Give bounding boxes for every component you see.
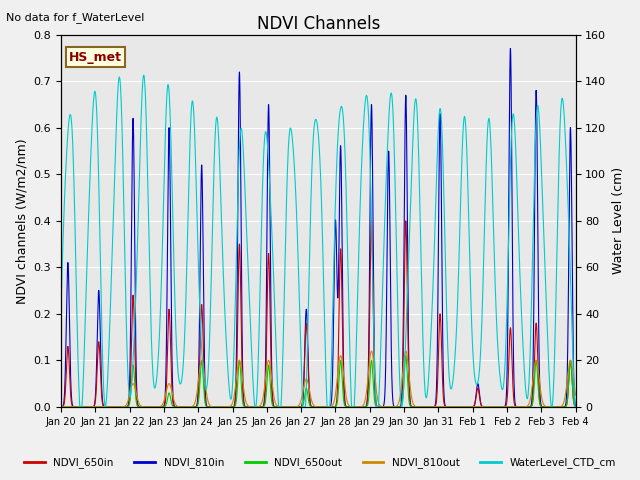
Y-axis label: Water Level (cm): Water Level (cm) [612,167,625,274]
Y-axis label: NDVI channels (W/m2/nm): NDVI channels (W/m2/nm) [15,138,28,303]
Text: HS_met: HS_met [68,50,122,64]
Legend: NDVI_650in, NDVI_810in, NDVI_650out, NDVI_810out, WaterLevel_CTD_cm: NDVI_650in, NDVI_810in, NDVI_650out, NDV… [20,453,620,472]
Title: NDVI Channels: NDVI Channels [257,15,380,33]
Text: No data for f_WaterLevel: No data for f_WaterLevel [6,12,145,23]
